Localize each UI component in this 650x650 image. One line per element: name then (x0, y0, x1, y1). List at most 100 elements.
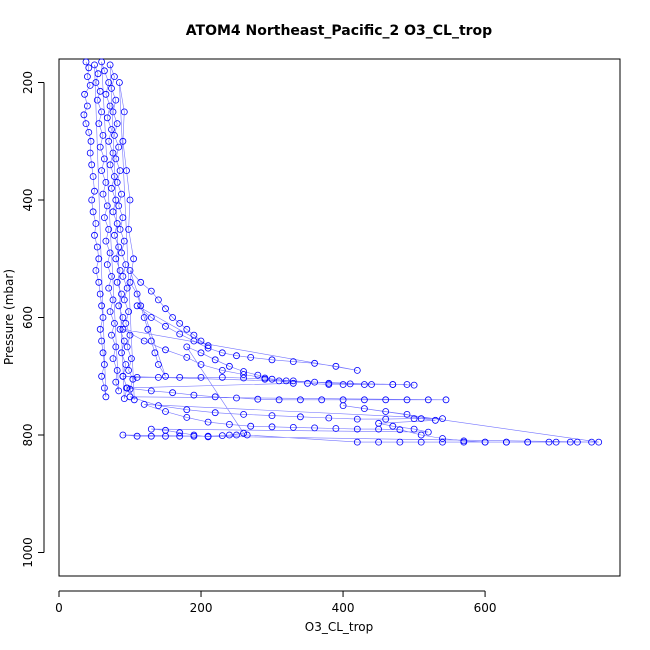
data-point (410, 415, 418, 423)
data-point (183, 353, 191, 361)
data-point (197, 337, 205, 345)
data-point (105, 79, 113, 86)
data-point (96, 325, 104, 333)
data-point (109, 108, 117, 116)
data-point (439, 438, 446, 446)
data-point (318, 396, 326, 404)
data-point (119, 314, 127, 321)
data-point (183, 413, 191, 421)
data-point (211, 356, 219, 364)
data-point (113, 366, 121, 374)
data-point (120, 337, 128, 345)
data-point (118, 190, 125, 198)
data-point (154, 402, 162, 410)
data-point (99, 349, 107, 357)
data-point (119, 214, 127, 222)
data-point (247, 353, 255, 361)
data-point (424, 428, 432, 436)
data-point (106, 161, 114, 169)
data-point (126, 393, 134, 401)
data-point (123, 284, 131, 292)
data-point (133, 373, 141, 381)
data-point (375, 419, 383, 427)
data-point (147, 425, 155, 433)
data-point (125, 308, 133, 316)
data-point (524, 438, 532, 446)
data-point (98, 58, 105, 66)
data-point (95, 278, 103, 286)
data-point (382, 396, 390, 404)
data-point (147, 337, 155, 345)
data-point (240, 368, 248, 375)
data-point (332, 362, 340, 370)
data-point (109, 208, 117, 216)
data-point (108, 85, 115, 92)
data-point (111, 131, 118, 139)
data-point (403, 396, 411, 404)
data-point (410, 425, 418, 433)
data-point (116, 325, 124, 333)
data-point (162, 346, 169, 354)
data-point (396, 438, 404, 446)
data-point (126, 331, 134, 339)
data-point (275, 377, 283, 385)
data-point (101, 67, 108, 75)
data-point (102, 90, 110, 98)
data-point (162, 305, 169, 313)
data-point (84, 73, 91, 80)
data-point (109, 355, 117, 363)
data-point (137, 278, 145, 286)
data-point (118, 290, 125, 298)
data-point (115, 143, 123, 151)
data-point (115, 202, 123, 210)
data-point (111, 73, 118, 80)
data-point (113, 220, 121, 227)
data-point (123, 343, 131, 351)
data-point (95, 255, 103, 263)
data-point (375, 438, 383, 446)
data-point (123, 167, 130, 175)
data-point (84, 102, 91, 110)
data-point (133, 302, 141, 310)
data-point (119, 272, 127, 280)
data-point (243, 431, 251, 439)
data-point (112, 196, 120, 204)
data-point (261, 375, 269, 383)
data-point (120, 296, 128, 304)
data-point (268, 412, 276, 420)
data-point (431, 416, 439, 424)
data-point (417, 438, 425, 446)
data-point (116, 79, 123, 86)
data-point (91, 187, 98, 195)
data-point (108, 184, 115, 192)
data-point (118, 249, 125, 257)
x-tick-label: 200 (190, 601, 213, 615)
data-point (183, 343, 191, 351)
data-point (574, 438, 581, 446)
data-point (88, 161, 96, 169)
data-point (140, 400, 148, 408)
data-point (197, 349, 205, 357)
data-point (125, 366, 133, 374)
data-point (268, 375, 276, 383)
data-point (119, 137, 127, 145)
data-point (81, 90, 88, 98)
x-tick-label: 600 (474, 601, 497, 615)
chart-title: ATOM4 Northeast_Pacific_2 O3_CL_trop (186, 23, 492, 39)
data-point (218, 366, 226, 374)
data-point (311, 424, 319, 432)
data-point (105, 225, 113, 233)
y-axis-label: Pressure (mbar) (2, 269, 16, 365)
data-point (123, 384, 130, 392)
data-point (339, 381, 347, 388)
data-point (99, 190, 107, 198)
data-point (85, 64, 93, 72)
data-point (417, 415, 425, 423)
data-point (98, 167, 105, 175)
data-point (113, 178, 121, 186)
data-point (176, 319, 184, 327)
data-point (82, 120, 90, 127)
data-point (101, 155, 108, 163)
data-point (112, 255, 120, 263)
